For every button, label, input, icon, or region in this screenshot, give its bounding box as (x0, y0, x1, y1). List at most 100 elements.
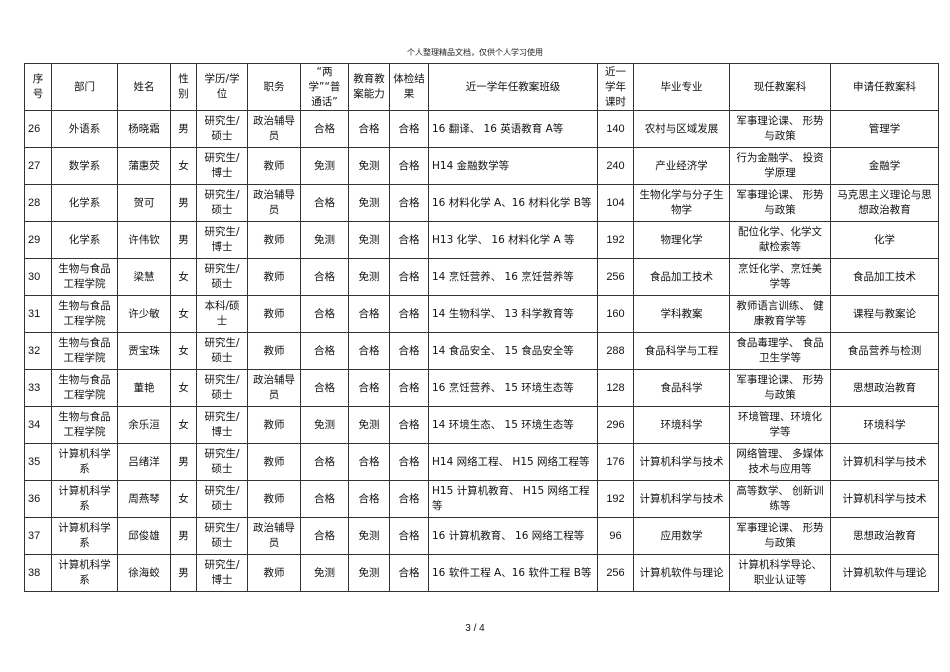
column-header: “两学”“普通话” (300, 63, 349, 111)
table-cell: 36 (24, 480, 52, 518)
table-cell: 生物化学与分子生物学 (633, 184, 730, 222)
table-cell: 合格 (389, 295, 429, 333)
table-cell: 贺可 (117, 184, 171, 222)
table-cell: 物理化学 (633, 221, 730, 259)
header-note: 个人整理精品文档，仅供个人学习使用 (407, 48, 543, 57)
table-cell: 食品科学 (633, 369, 730, 407)
table-cell: 教师 (247, 332, 301, 370)
table-cell: 免测 (300, 554, 349, 592)
table-cell: 环境科学 (830, 406, 939, 444)
table-cell: 军事理论课、 形势与政策 (729, 110, 831, 148)
table-row: 28 化学系 贺可男研究生/硕士 政治辅导员 合格 免测 合格 16 材料化学 A、16 材料… (24, 184, 939, 222)
table-cell: 计算机软件与理论 (830, 554, 939, 592)
table-cell: 96 (597, 517, 634, 555)
table-cell: 军事理论课、 形势与政策 (729, 369, 831, 407)
table-cell: 合格 (389, 369, 429, 407)
table-cell: 计算机科学系 (51, 443, 118, 481)
table-cell: 研究生/硕士 (196, 258, 248, 296)
table-cell: 34 (24, 406, 52, 444)
table-cell: 37 (24, 517, 52, 555)
column-header: 学历/学位 (196, 63, 248, 111)
table-cell: 吕绪洋 (117, 443, 171, 481)
table-cell: 合格 (300, 369, 349, 407)
table-cell: 合格 (389, 258, 429, 296)
table-cell: 104 (597, 184, 634, 222)
table-cell: 合格 (300, 110, 349, 148)
table-cell: 网络管理、 多媒体技术与应用等 (729, 443, 831, 481)
table-cell: 教师 (247, 258, 301, 296)
table-cell: 研究生/博士 (196, 147, 248, 185)
table-cell: 许少敏 (117, 295, 171, 333)
table-cell: 免测 (300, 221, 349, 259)
table-cell: 192 (597, 221, 634, 259)
table-cell: 课程与教案论 (830, 295, 939, 333)
table-cell: 合格 (300, 517, 349, 555)
table-cell: 合格 (300, 480, 349, 518)
table-cell: 数学系 (51, 147, 118, 185)
table-cell: 免测 (348, 147, 390, 185)
table-cell: 高等数学、 创新训练等 (729, 480, 831, 518)
table-cell: 研究生/硕士 (196, 332, 248, 370)
table-cell: 马克思主义理论与思想政治教育 (830, 184, 939, 222)
table-cell: 教师 (247, 406, 301, 444)
table-cell: 男 (170, 221, 197, 259)
column-header: 职务 (247, 63, 301, 111)
table-cell: 余乐洹 (117, 406, 171, 444)
table-cell: 梁慧 (117, 258, 171, 296)
table-cell: 合格 (300, 184, 349, 222)
table-cell: 男 (170, 184, 197, 222)
table-row: 37 计算机科学系 邱俊雄男研究生/硕士 政治辅导员 合格 免测 合格 16 计算机教育、 1… (24, 517, 939, 555)
table-row: 36 计算机科学系 周燕琴女研究生/硕士 教师 合格 合格 合格 H15 计算机教育、 H15… (24, 480, 939, 518)
table-cell: 烹饪化学、烹饪美学等 (729, 258, 831, 296)
table-cell: 食品科学与工程 (633, 332, 730, 370)
table-cell: 教师 (247, 221, 301, 259)
table-cell: 免测 (348, 554, 390, 592)
table-cell: 16 软件工程 A、16 软件工程 B等 (428, 554, 598, 592)
table-row: 32 生物与食品工程学院 贾宝珠女研究生/硕士 教师 合格 合格 合格 14 食品安全、 15… (24, 332, 939, 370)
table-cell: 研究生/硕士 (196, 443, 248, 481)
table-cell: 女 (170, 147, 197, 185)
table-cell: 研究生/博士 (196, 221, 248, 259)
column-header: 姓名 (117, 63, 171, 111)
table-cell: 教师 (247, 554, 301, 592)
table-cell: H14 金融数学等 (428, 147, 598, 185)
table-cell: 合格 (348, 369, 390, 407)
table-cell: 女 (170, 295, 197, 333)
table-cell: 研究生/硕士 (196, 369, 248, 407)
table-cell: 合格 (389, 184, 429, 222)
table-cell: 生物与食品工程学院 (51, 406, 118, 444)
column-header: 近一学年任教案班级 (428, 63, 598, 111)
table-cell: 男 (170, 443, 197, 481)
column-header: 性别 (170, 63, 197, 111)
table-cell: 合格 (389, 554, 429, 592)
table-cell: 35 (24, 443, 52, 481)
table-row: 38 计算机科学系 徐海蛟男研究生/博士 教师 免测 免测 合格 16 软件工程 A、16 软… (24, 554, 939, 592)
table-cell: 免测 (348, 406, 390, 444)
table-cell: 176 (597, 443, 634, 481)
table-cell: 合格 (389, 110, 429, 148)
column-header: 序号 (24, 63, 52, 111)
table-cell: 食品营养与检测 (830, 332, 939, 370)
table-cell: 环境科学 (633, 406, 730, 444)
table-cell: 男 (170, 110, 197, 148)
table-cell: 免测 (348, 221, 390, 259)
table-cell: 思想政治教育 (830, 369, 939, 407)
table-cell: H13 化学、 16 材料化学 A 等 (428, 221, 598, 259)
column-header: 现任教案科 (729, 63, 831, 111)
table-cell: 女 (170, 258, 197, 296)
table-cell: 30 (24, 258, 52, 296)
page-number: 3 / 4 (465, 623, 485, 634)
teacher-table: 序号 部门 姓名 性别 学历/学位 职务 “两学”“普通话” 教育教案能力 体检结果 近一学年任教… (24, 63, 939, 592)
table-cell: 14 生物科学、 13 科学教育等 (428, 295, 598, 333)
table-cell: 周燕琴 (117, 480, 171, 518)
table-cell: 董艳 (117, 369, 171, 407)
table-cell: 256 (597, 258, 634, 296)
table-cell: 计算机科学系 (51, 517, 118, 555)
table-cell: 生物与食品工程学院 (51, 332, 118, 370)
table-cell: 合格 (348, 480, 390, 518)
table-cell: 生物与食品工程学院 (51, 258, 118, 296)
table-cell: 288 (597, 332, 634, 370)
table-cell: 男 (170, 517, 197, 555)
table-cell: 教师 (247, 147, 301, 185)
table-cell: 女 (170, 332, 197, 370)
